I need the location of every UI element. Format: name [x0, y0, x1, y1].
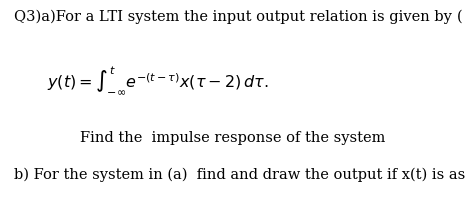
Text: $y(t) = \int_{-\infty}^{t} e^{-(t-\tau)}x(\tau - 2)\,d\tau.$: $y(t) = \int_{-\infty}^{t} e^{-(t-\tau)}…: [47, 64, 269, 96]
Text: (: (: [457, 10, 463, 24]
Text: Q3)a)For a LTI system the input output relation is given by: Q3)a)For a LTI system the input output r…: [14, 10, 452, 24]
Text: b) For the system in (a)  find and draw the output if x(t) is as below: b) For the system in (a) find and draw t…: [14, 167, 470, 181]
Text: Find the  impulse response of the system: Find the impulse response of the system: [80, 131, 385, 145]
